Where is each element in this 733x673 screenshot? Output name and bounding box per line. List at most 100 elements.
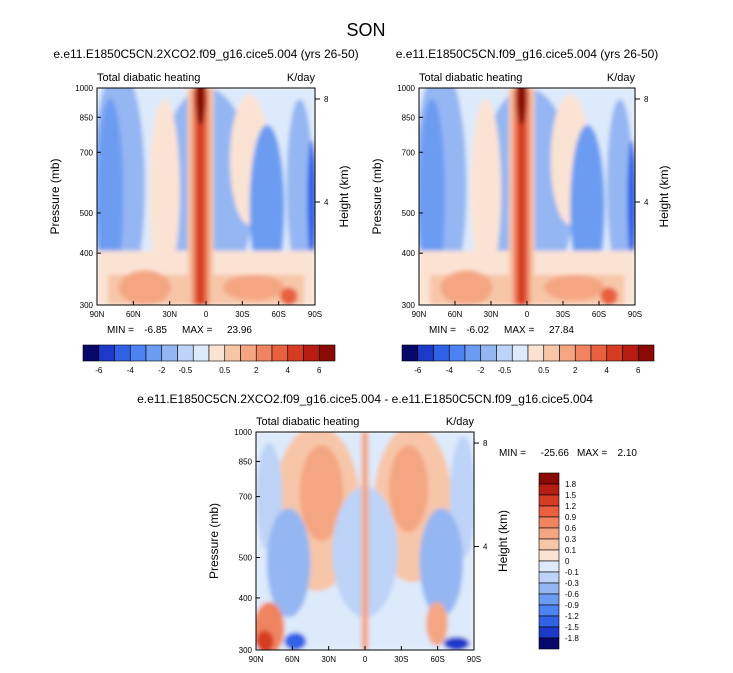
colorbar-label: 0.5 [219,366,231,375]
colorbar-box [538,560,560,573]
warm-s-hot [280,287,298,305]
max-value: 23.96 [227,325,252,336]
colorbar-box [538,549,560,562]
colorbar-box [192,344,210,362]
x-tick-label: 30S [235,310,249,319]
colorbar-box [177,344,194,362]
x-tick-label: 90S [308,310,322,319]
y-tick-label: 1000 [75,84,93,93]
colorbar-box [480,344,497,362]
x-tick-label: 60S [272,310,286,319]
right-string: K/day [287,72,316,84]
panel-title: e.e11.E1850C5CN.f09_g16.cice5.004 (yrs 2… [396,47,659,61]
left-string: Total diabatic heating [419,72,522,84]
colorbar-label: 0.5 [538,366,550,375]
colorbar-box [559,344,576,362]
min-value: -25.66 [541,448,570,459]
max-label: MAX = [577,448,607,459]
colorbar-box [224,344,241,362]
y-tick-label: 1000 [234,428,252,437]
itcz-line [361,432,369,650]
colorbar-box [417,344,434,362]
colorbar-box [145,344,163,362]
max-label: MAX = [182,325,212,336]
left-string: Total diabatic heating [97,72,200,84]
colorbar-box [538,516,560,529]
x-tick-label: 0 [363,655,368,664]
colorbar-box [622,344,639,362]
colorbar-label: -0.6 [565,590,579,599]
min-label: MIN = [499,448,526,459]
cool-s-mid [419,508,464,618]
x-tick-label: 60N [285,655,300,664]
y-tick-label: 850 [239,457,253,466]
y-tick-label: 300 [239,646,253,655]
itcz-top [516,88,527,125]
itcz-core [517,88,526,305]
warm-n-mid [470,98,502,282]
y-tick-label: 500 [80,209,94,218]
field-shading [97,88,315,305]
colorbar-label: 4 [286,366,291,375]
y-right-tick-label: 8 [324,95,329,104]
colorbar-box [538,637,560,650]
colorbar-box [538,604,560,617]
colorbar-box [303,344,320,362]
colorbar-label: 2 [573,366,578,375]
y-tick-label: 1000 [397,84,415,93]
left-string: Total diabatic heating [256,416,359,428]
x-tick-label: 30N [321,655,336,664]
colorbar-box [114,344,131,362]
y-tick-label: 700 [239,493,253,502]
panel-control: e.e11.E1850C5CN.f09_g16.cice5.004 (yrs 2… [370,47,671,375]
colorbar-label: 0 [565,557,570,566]
field-shading [419,88,635,305]
y-tick-label: 850 [80,113,94,122]
y-axis-title: Pressure (mb) [370,158,384,234]
colorbar-box [543,344,560,362]
warm-s-boundary [544,274,605,301]
x-tick-label: 60N [448,310,463,319]
colorbar-box [538,626,560,639]
colorbar-label: 6 [317,366,322,375]
colorbar-label: 1.2 [565,502,577,511]
x-tick-label: 60N [126,310,141,319]
colorbar-box [271,344,289,362]
cool-north-core [97,98,124,295]
colorbar-label: -0.1 [565,568,579,577]
colorbar-label: -0.5 [497,366,511,375]
cool-south [606,98,633,273]
colorbar-box [161,344,178,362]
cool-south-mid [249,124,285,290]
colorbar-label: -2 [158,366,166,375]
y-right-axis-title: Height (km) [657,165,671,227]
colorbar-box [538,538,560,551]
colorbar-box [538,483,560,496]
x-tick-label: 90S [467,655,481,664]
max-value: 2.10 [618,448,638,459]
colorbar-box [464,344,482,362]
colorbar-box [538,527,560,540]
cool-n-mid [266,508,311,618]
y-right-tick-label: 8 [644,95,649,104]
colorbar-box [538,593,560,606]
x-tick-label: 30S [556,310,570,319]
x-tick-label: 90N [90,310,105,319]
warm-s-core [388,445,429,533]
colorbar-label: -2 [477,366,485,375]
colorbar-label: -4 [446,366,454,375]
colorbar-box [538,571,560,584]
colorbar-label: -1.8 [565,634,579,643]
warm-n-boundary [440,270,493,305]
cool-north-core [419,98,445,295]
colorbar-box [538,615,560,628]
min-value: -6.85 [144,325,167,336]
colorbar-box [590,344,608,362]
itcz-top [195,88,206,125]
warm-n-boundary [118,270,172,305]
x-tick-label: 90N [249,655,264,664]
y-tick-label: 500 [402,209,416,218]
x-tick-label: 90N [412,310,427,319]
warm-n-mid [149,98,180,282]
